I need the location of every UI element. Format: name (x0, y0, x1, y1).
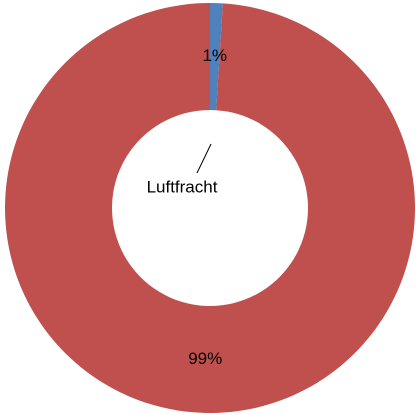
category-label: Luftfracht (147, 177, 218, 196)
donut-slice (210, 3, 223, 111)
donut-slice (4, 3, 415, 414)
value-label: 99% (188, 349, 222, 368)
value-label: 1% (202, 46, 227, 65)
slices (4, 3, 415, 414)
leader-line (196, 143, 212, 174)
